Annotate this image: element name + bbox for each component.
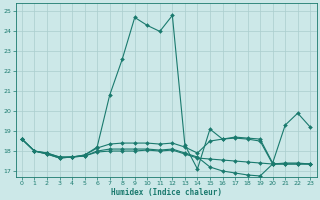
X-axis label: Humidex (Indice chaleur): Humidex (Indice chaleur) <box>111 188 221 197</box>
